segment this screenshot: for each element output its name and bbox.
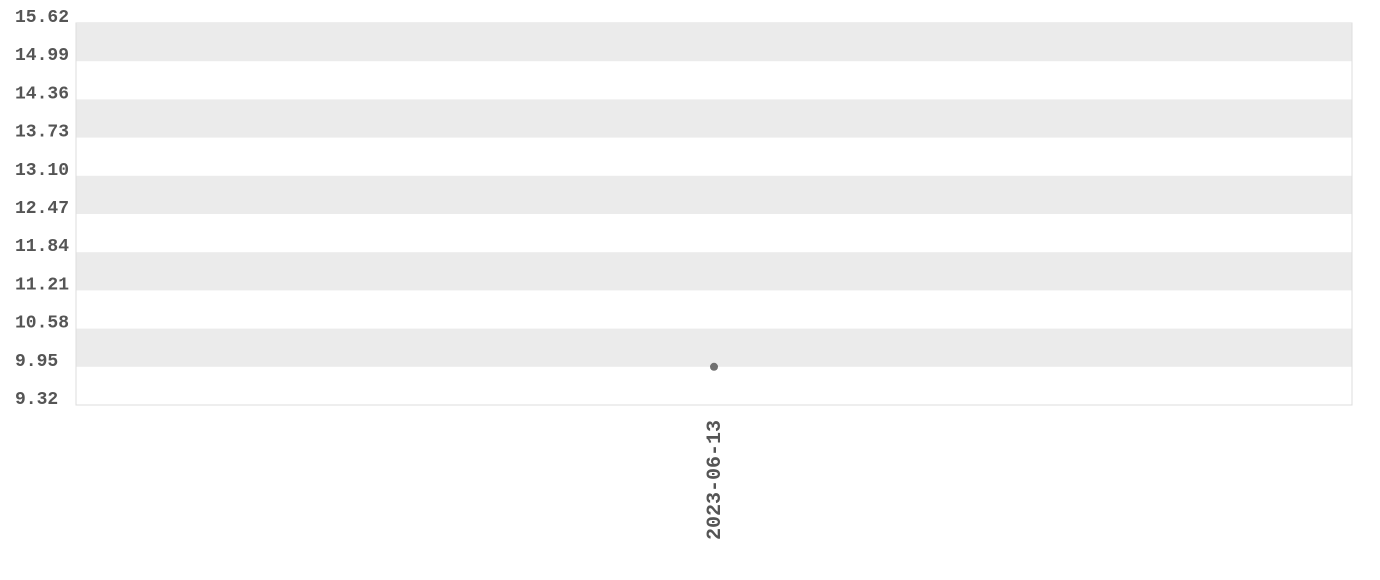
grid-band [76,23,1352,62]
y-tick-label: 15.62 [15,8,69,28]
y-tick-label: 13.73 [15,123,69,143]
y-tick-label: 12.47 [15,199,69,219]
grid-band [76,252,1352,291]
grid-band [76,175,1352,214]
y-tick-label: 13.10 [15,161,69,181]
y-tick-label: 11.21 [15,275,69,295]
y-tick-label: 10.58 [15,314,69,334]
y-tick-label: 11.84 [15,237,69,257]
y-tick-label: 14.99 [15,46,69,66]
x-tick-label: 2023-06-13 [704,420,727,540]
grid-band [76,99,1352,138]
grid-band [76,328,1352,367]
y-tick-label: 9.32 [15,390,58,410]
y-tick-label: 9.95 [15,352,58,372]
point [710,362,718,371]
y-tick-label: 14.36 [15,84,69,104]
